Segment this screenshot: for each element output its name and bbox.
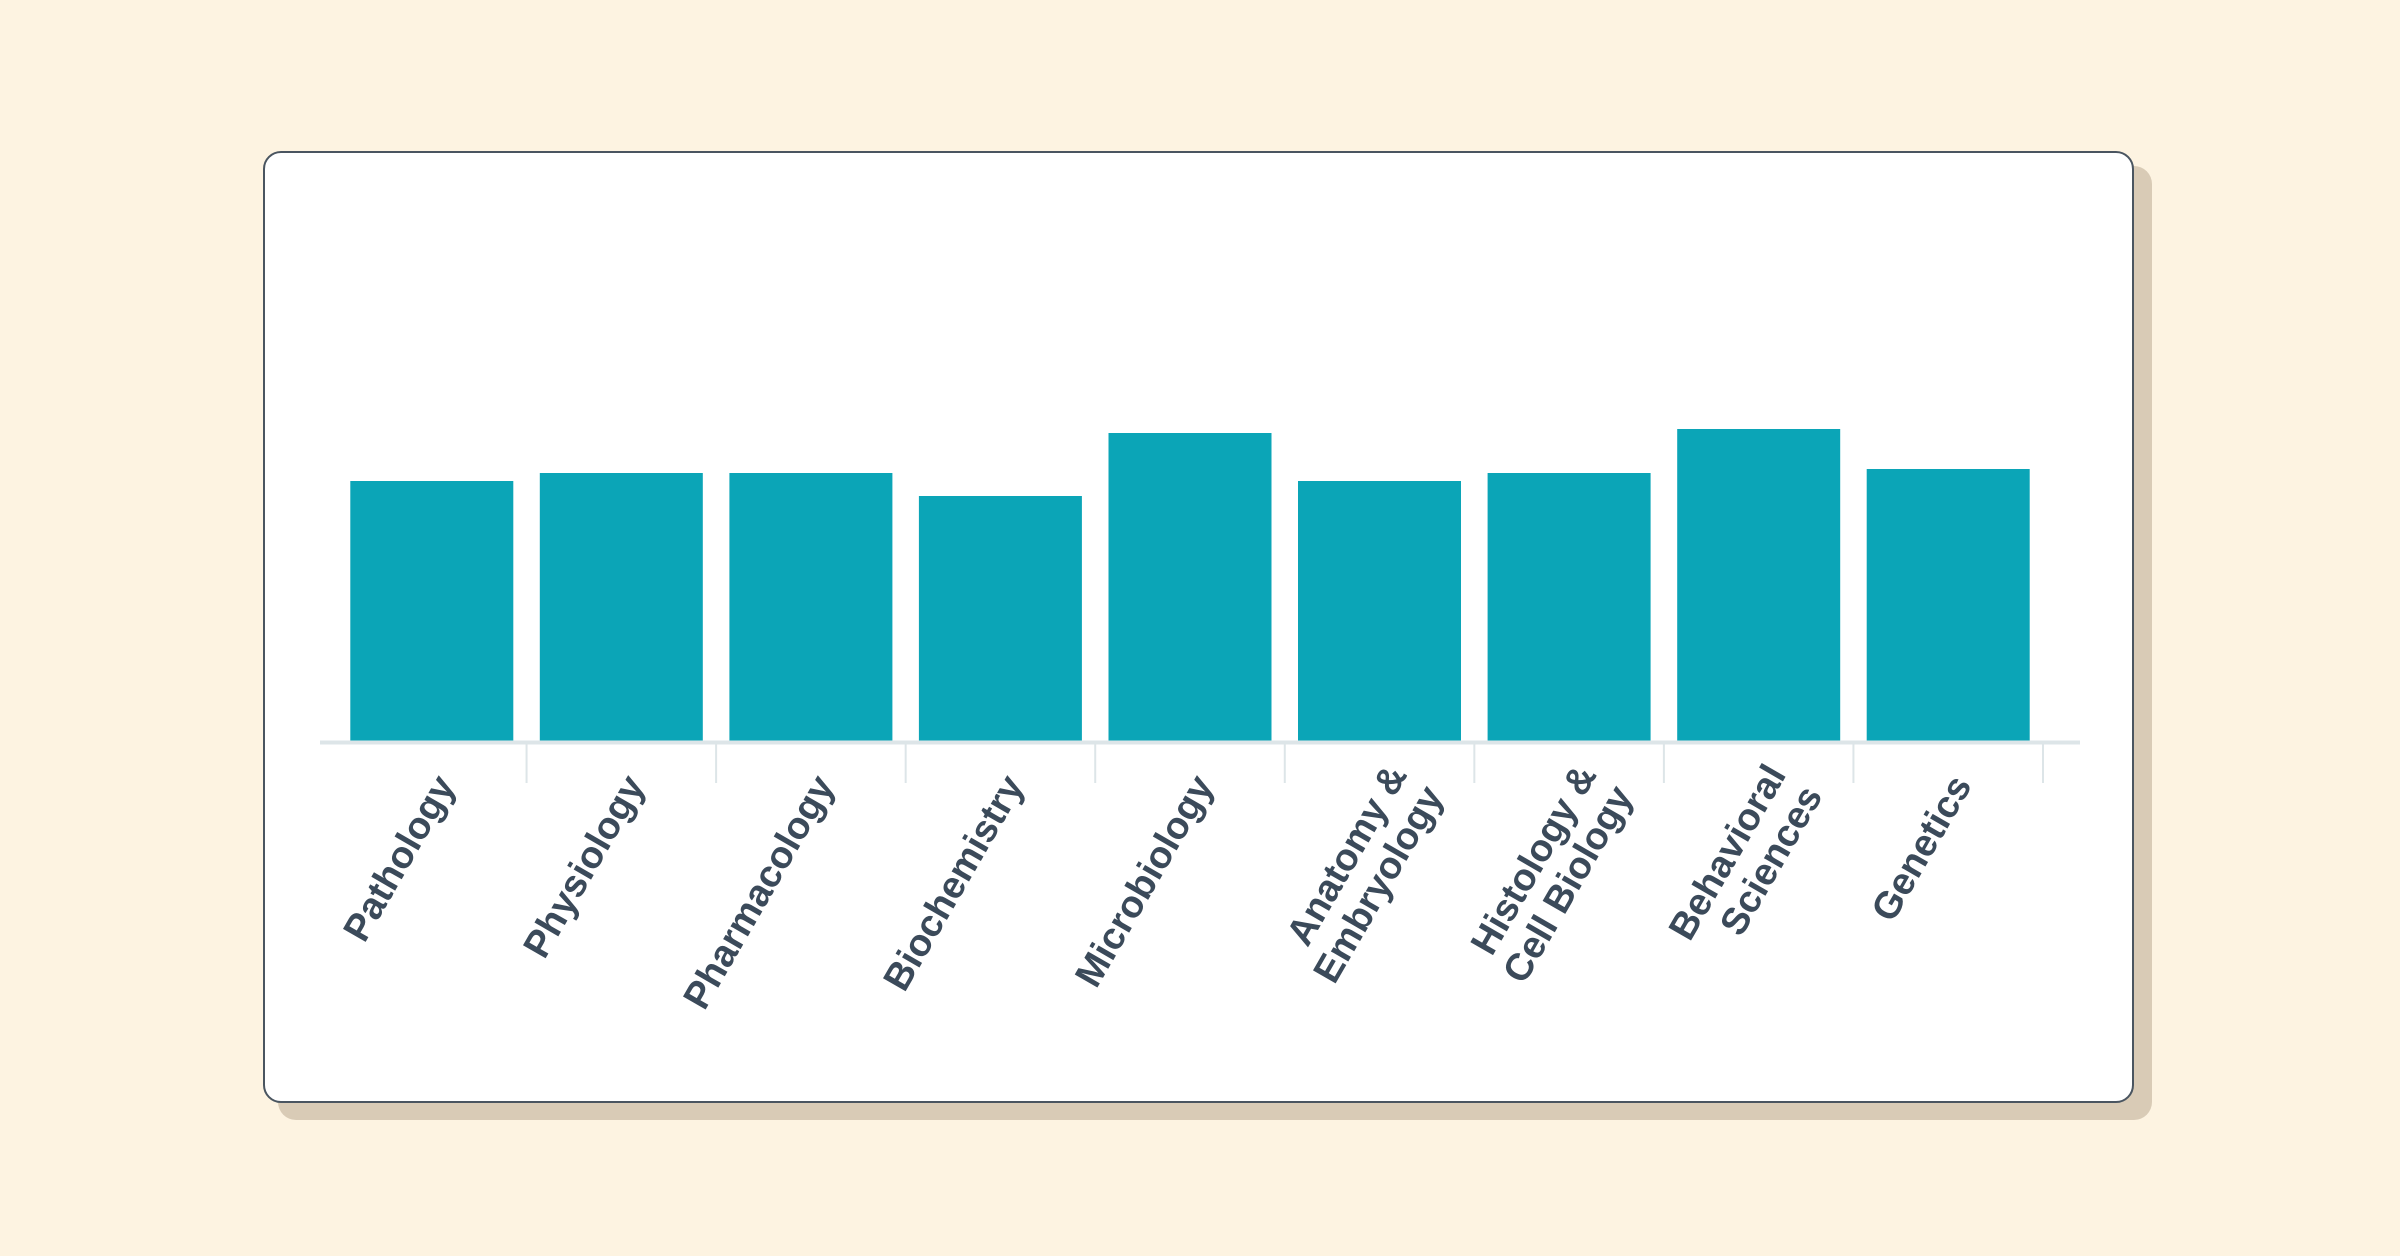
x-tick-labels: Pathology Physiology Pharmacology Biochemis… — [336, 758, 1981, 1016]
bar-5 — [1298, 481, 1461, 741]
x-tick-label-line: Physiology — [516, 769, 654, 966]
x-tick-label-8: Genetics — [1864, 769, 1981, 929]
bar-2 — [729, 473, 893, 741]
x-tick-label-6: Histology &Cell Biology — [1459, 758, 1642, 990]
bars-group — [350, 429, 2030, 741]
x-tick-label-line: Pharmacology — [676, 769, 843, 1017]
x-tick-label-line: Biochemistry — [876, 769, 1033, 998]
x-tick-label-5: Anatomy &Embryology — [1269, 758, 1452, 990]
x-tick-label-0: Pathology — [336, 769, 464, 949]
x-tick-label-line: Microbiology — [1068, 769, 1223, 995]
x-tick-label-3: Biochemistry — [876, 769, 1033, 998]
bar-0 — [350, 481, 514, 741]
x-tick-label-7: BehavioralSciences — [1661, 758, 1831, 968]
x-axis — [320, 740, 2080, 783]
bar-4 — [1108, 433, 1272, 741]
bar-8 — [1866, 469, 2030, 741]
bar-1 — [539, 473, 703, 741]
x-tick-label-line: Pathology — [336, 769, 464, 949]
bar-7 — [1677, 429, 1841, 741]
x-tick-label-1: Physiology — [516, 769, 654, 966]
x-tick-label-4: Microbiology — [1068, 769, 1223, 995]
x-tick-label-line: Genetics — [1864, 769, 1981, 929]
x-tick-label-2: Pharmacology — [676, 769, 843, 1017]
bar-3 — [918, 496, 1082, 741]
bar-6 — [1487, 473, 1651, 741]
